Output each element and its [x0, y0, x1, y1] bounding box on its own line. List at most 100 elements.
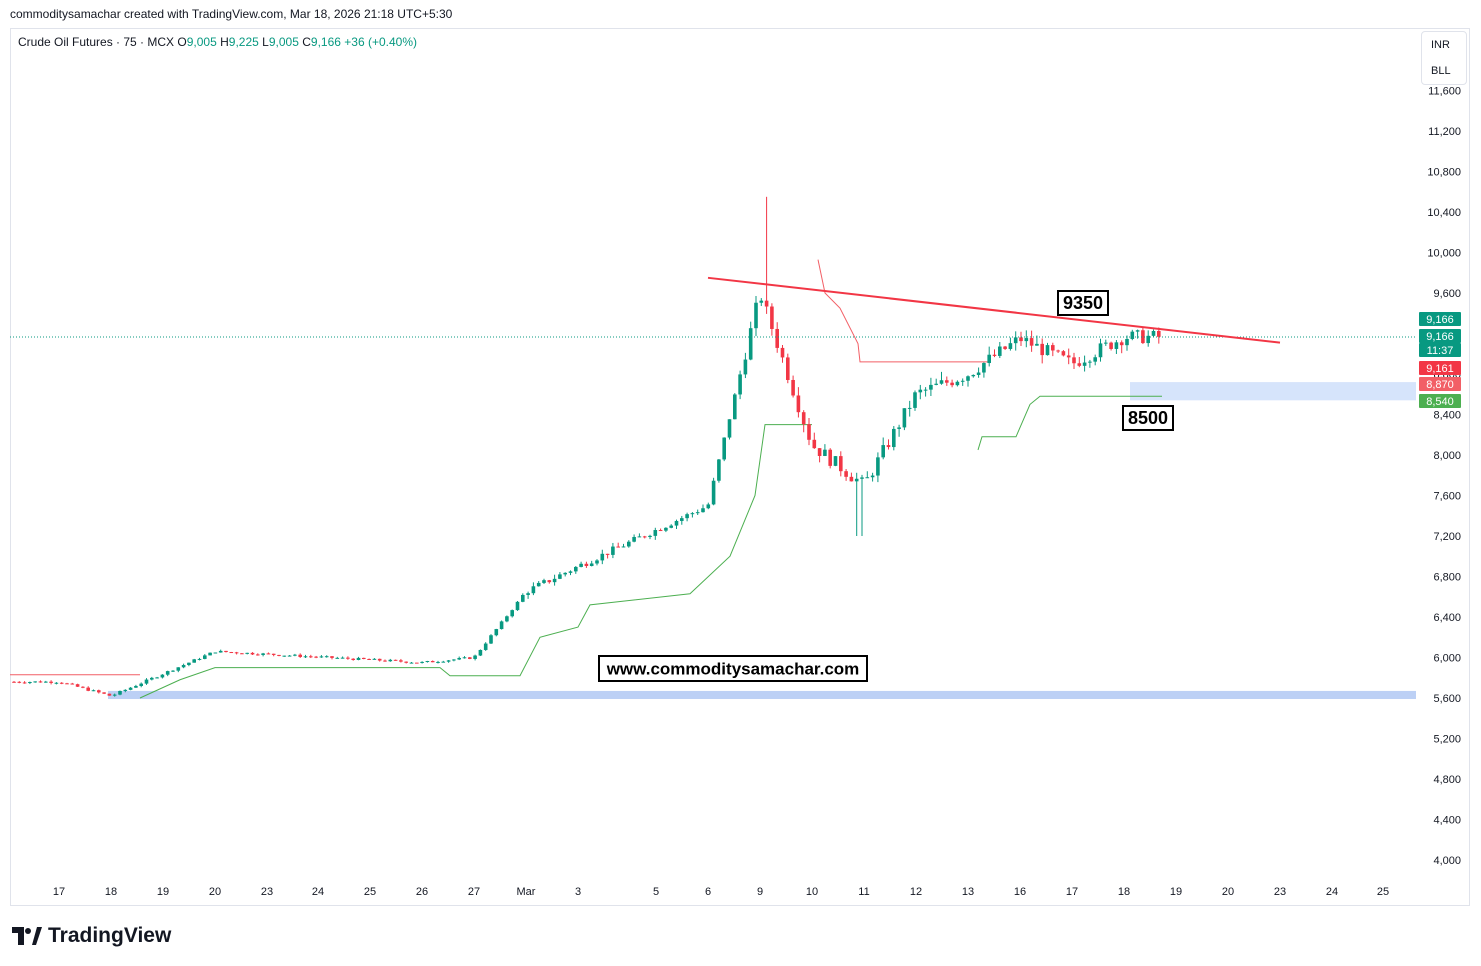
y-tick-label: 10,400: [1427, 207, 1461, 219]
x-tick-label: 27: [468, 886, 480, 898]
candle-body: [75, 684, 80, 687]
candle-body: [59, 682, 64, 684]
candle-body: [404, 661, 408, 663]
candle-body: [1077, 363, 1082, 366]
y-tick-label: 8,000: [1433, 450, 1461, 462]
support-zone: [1130, 382, 1416, 401]
annotation-text: 9350: [1063, 293, 1103, 313]
y-tick-label: 6,400: [1433, 612, 1461, 624]
candle-body: [976, 372, 981, 375]
y-tick-label: 10,800: [1427, 167, 1461, 179]
candle-body: [70, 683, 75, 685]
chart-panel[interactable]: [10, 28, 1470, 906]
annotation-box: [1057, 290, 1109, 316]
symbol-label[interactable]: Crude Oil Futures · 75 · MCX: [18, 35, 175, 49]
candle-body: [743, 359, 748, 375]
annotation-box: [598, 655, 868, 682]
candle-body: [298, 654, 302, 657]
candle-body: [690, 513, 695, 515]
candle-body: [271, 653, 276, 655]
candle-body: [505, 616, 509, 622]
candle-body: [722, 437, 726, 460]
candle-body: [319, 656, 324, 658]
price-label: 8,870: [1426, 379, 1454, 391]
candle-body: [1035, 343, 1039, 346]
candle-body: [473, 655, 477, 659]
y-tick-label: 5,200: [1433, 734, 1461, 746]
candle-body: [1066, 355, 1071, 358]
candle-body: [796, 395, 801, 413]
candle-body: [12, 681, 16, 683]
candle-body: [966, 376, 970, 381]
candle-body: [1061, 351, 1066, 356]
y-tick-label: 6,800: [1433, 572, 1461, 584]
candle-body: [399, 660, 403, 662]
currency-label[interactable]: INR: [1431, 39, 1450, 51]
candle-body: [510, 610, 514, 617]
candle-body: [791, 379, 795, 396]
candle-body: [224, 650, 228, 653]
x-tick-label: 20: [209, 886, 221, 898]
y-tick-label: 5,600: [1433, 693, 1461, 705]
candle-body: [849, 476, 854, 482]
annotations-layer: 9350 8500 www.commoditysamachar.com: [598, 290, 1174, 682]
candle-body: [1141, 330, 1145, 344]
annotation-text: www.commoditysamachar.com: [606, 660, 860, 679]
candle-body: [250, 652, 255, 655]
candle-body: [118, 690, 122, 695]
candle-body: [526, 593, 530, 595]
candle-body: [982, 363, 986, 373]
candle-body: [377, 658, 382, 661]
price-label-box: [1419, 343, 1461, 357]
candle-body: [393, 659, 398, 661]
candle-body: [128, 687, 133, 690]
candle-body: [346, 657, 350, 659]
candle-body: [589, 563, 594, 566]
y-tick-label: 10,000: [1427, 248, 1461, 260]
candle-body: [764, 300, 769, 307]
candle-body: [907, 407, 912, 409]
candle-body: [499, 621, 504, 630]
x-tick-label: 19: [1170, 886, 1182, 898]
zones-layer: [108, 382, 1416, 700]
candle-body: [457, 657, 461, 660]
candle-body: [711, 480, 716, 505]
candle-body: [1072, 357, 1076, 364]
unit-label[interactable]: BLL: [1431, 65, 1451, 77]
candle-body: [112, 694, 117, 696]
candle-body: [584, 563, 589, 566]
candle-body: [828, 449, 832, 466]
currency-unit-box[interactable]: INR BLL: [1421, 31, 1467, 85]
candle-body: [860, 477, 864, 479]
candle-body: [595, 560, 599, 564]
candle-body: [886, 445, 891, 448]
candle-body: [854, 478, 859, 482]
candle-body: [775, 328, 779, 348]
candle-body: [362, 657, 366, 659]
candle-body: [563, 572, 567, 575]
candle-body: [531, 586, 536, 594]
tradingview-logo[interactable]: TradingView: [12, 924, 171, 948]
x-tick-label: Mar: [517, 886, 536, 898]
candle-body: [144, 679, 149, 684]
candle-body: [929, 384, 933, 390]
candle-body: [1045, 345, 1050, 356]
candle-body: [494, 629, 499, 636]
y-tick-label: 4,000: [1433, 855, 1461, 867]
candle-body: [181, 664, 186, 668]
candle-body: [812, 439, 817, 449]
candle-body: [685, 514, 689, 519]
stop-lines-layer: [10, 259, 1162, 699]
candle-body: [748, 328, 753, 360]
candle-body: [786, 357, 790, 380]
candle-body: [351, 658, 355, 660]
candle-body: [38, 681, 43, 683]
y-tick-label: 11,600: [1428, 86, 1461, 98]
candle-body: [950, 382, 954, 386]
price-label-box: [1419, 361, 1461, 375]
candle-body: [234, 652, 239, 654]
candle-body: [489, 635, 493, 644]
tradingview-logo-icon: [12, 927, 42, 945]
base-zone: [108, 690, 1416, 700]
